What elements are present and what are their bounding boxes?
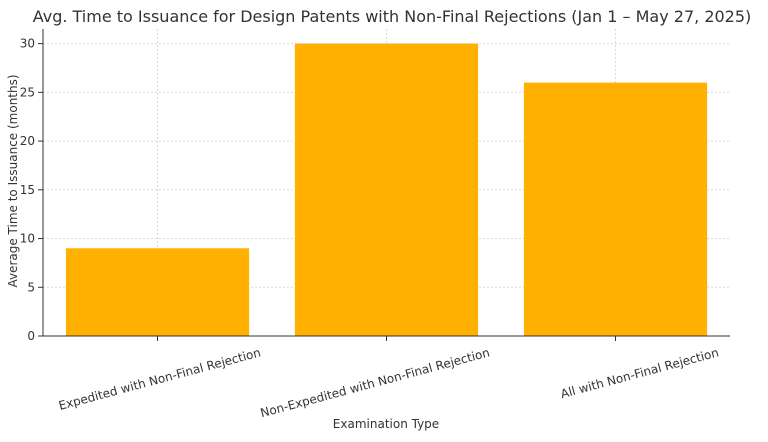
y-axis: 0 5 10 15 20 25 30 — [20, 29, 43, 343]
y-tick-label: 20 — [20, 134, 35, 148]
y-tick-label: 5 — [27, 280, 35, 294]
bar — [66, 248, 249, 336]
x-tick-label: Non-Expedited with Non-Final Rejection — [259, 345, 491, 420]
x-axis: Expedited with Non-Final RejectionNon-Ex… — [43, 336, 730, 420]
x-axis-label: Examination Type — [333, 417, 439, 431]
bar — [295, 44, 478, 336]
x-tick-label: Expedited with Non-Final Rejection — [57, 345, 262, 413]
bars — [66, 44, 707, 336]
y-tick-label: 15 — [20, 183, 35, 197]
chart-title: Avg. Time to Issuance for Design Patents… — [33, 7, 752, 26]
y-tick-label: 30 — [20, 37, 35, 51]
y-tick-label: 25 — [20, 85, 35, 99]
x-tick-label: All with Non-Final Rejection — [559, 345, 720, 401]
y-tick-label: 10 — [20, 232, 35, 246]
y-axis-label: Average Time to Issuance (months) — [6, 74, 20, 287]
y-tick-label: 0 — [27, 329, 35, 343]
bar — [524, 83, 707, 336]
